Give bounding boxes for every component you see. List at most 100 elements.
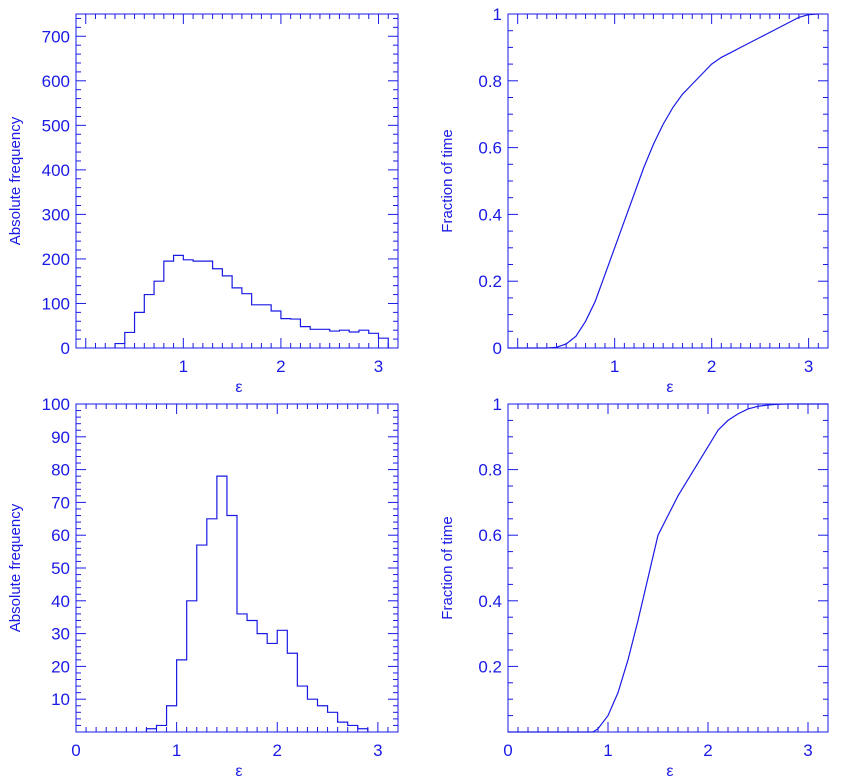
y-tick-label: 400 (42, 161, 70, 180)
y-axis-title: Absolute frequency (7, 116, 24, 245)
y-tick-label: 500 (42, 116, 70, 135)
x-tick-label: 3 (803, 741, 812, 760)
y-tick-label: 30 (51, 625, 70, 644)
histogram-bin (167, 706, 177, 732)
plot-frame (507, 13, 829, 349)
x-axis-title: ε (666, 379, 673, 396)
cumulative-line (508, 13, 819, 349)
cumulative-line (508, 403, 828, 733)
histogram-bin (247, 620, 257, 732)
y-tick-label: 300 (42, 205, 70, 224)
y-tick-label: 0.2 (478, 657, 502, 676)
x-axis-title: ε (235, 379, 242, 396)
y-axis-title: Absolute frequency (7, 503, 24, 632)
y-tick-label: 100 (42, 294, 70, 313)
y-tick-label: 0.4 (478, 592, 502, 611)
y-tick-label: 600 (42, 72, 70, 91)
histogram-bin (183, 260, 193, 348)
histogram-bin (125, 332, 135, 348)
histogram-bin (369, 333, 379, 348)
y-tick-label: 100 (42, 395, 70, 414)
x-tick-label: 1 (172, 741, 181, 760)
y-tick-label: 20 (51, 657, 70, 676)
histogram-bin (207, 519, 217, 732)
histogram-bin (146, 729, 156, 732)
histogram-bin (203, 261, 213, 348)
y-tick-label: 700 (42, 27, 70, 46)
histogram-bin (164, 261, 174, 348)
y-tick-label: 1 (493, 5, 502, 24)
x-tick-label: 2 (276, 357, 285, 376)
histogram-bin (242, 294, 252, 348)
y-tick-label: 200 (42, 250, 70, 269)
histogram-bin (197, 545, 207, 732)
x-tick-label: 1 (603, 741, 612, 760)
x-tick-label: 1 (179, 357, 188, 376)
histogram-bin (157, 725, 167, 732)
histogram-bin (187, 601, 197, 732)
histogram-bin (339, 330, 349, 348)
y-tick-label: 10 (51, 690, 70, 709)
plot-frame (75, 13, 399, 349)
histogram-bin (297, 686, 307, 732)
x-tick-label: 2 (707, 357, 716, 376)
histogram-bin (330, 331, 340, 348)
y-tick-label: 0.8 (478, 72, 502, 91)
histogram-bin (115, 344, 125, 348)
histogram-bin (177, 660, 187, 732)
y-tick-label: 60 (51, 526, 70, 545)
histogram-bin (300, 327, 310, 348)
y-tick-label: 90 (51, 428, 70, 447)
histogram-bin (222, 276, 232, 348)
histogram-bin (237, 614, 247, 732)
y-tick-label: 1 (493, 395, 502, 414)
y-tick-label: 0.8 (478, 461, 502, 480)
x-tick-label: 0 (71, 741, 80, 760)
histogram-bin (348, 725, 358, 732)
histogram-bin (227, 516, 237, 732)
histogram-bin (154, 281, 164, 348)
histogram-bin (261, 305, 271, 348)
histogram-bin (267, 643, 277, 732)
histogram-bin (338, 722, 348, 732)
histogram-bin (291, 319, 301, 348)
panel-top-right-cumulative: 1 2 3 0 0.2 0.4 0.6 0.8 1 ε Fraction of time (439, 5, 829, 396)
x-tick-label: 3 (804, 357, 813, 376)
histogram-bin (359, 330, 369, 348)
panel-bottom-right-cumulative: 0 1 2 3 0.2 0.4 0.6 0.8 1 ε Fraction of time (439, 395, 829, 778)
histogram-bin (287, 653, 297, 732)
x-tick-label: 3 (373, 741, 382, 760)
x-axis-title: ε (666, 763, 673, 778)
histogram-bin (310, 329, 320, 348)
y-tick-label: 0.6 (478, 139, 502, 158)
x-tick-label: 2 (273, 741, 282, 760)
y-tick-label: 50 (51, 559, 70, 578)
y-tick-label: 0.6 (478, 526, 502, 545)
histogram-steps (114, 254, 389, 348)
histogram-bin (328, 712, 338, 732)
histogram-bin (281, 319, 291, 348)
histogram-bin (135, 312, 145, 348)
histogram-bin (252, 305, 262, 348)
histogram-bin (378, 338, 388, 348)
histogram-bin (144, 295, 154, 348)
x-axis-title: ε (235, 763, 242, 778)
y-tick-label: 0.4 (478, 205, 502, 224)
y-tick-label: 0 (493, 339, 502, 358)
y-tick-label: 40 (51, 592, 70, 611)
x-tick-label: 1 (610, 357, 619, 376)
x-tick-label: 0 (503, 741, 512, 760)
y-tick-label: 80 (51, 461, 70, 480)
histogram-bin (320, 329, 330, 348)
histogram-bin (193, 261, 203, 348)
plot-frame (507, 403, 829, 733)
histogram-bin (217, 476, 227, 732)
x-tick-label: 2 (703, 741, 712, 760)
histogram-bin (174, 255, 184, 348)
x-tick-label: 3 (374, 357, 383, 376)
histogram-bin (277, 630, 287, 732)
y-tick-label: 70 (51, 493, 70, 512)
histogram-bin (307, 699, 317, 732)
histogram-bin (318, 706, 328, 732)
